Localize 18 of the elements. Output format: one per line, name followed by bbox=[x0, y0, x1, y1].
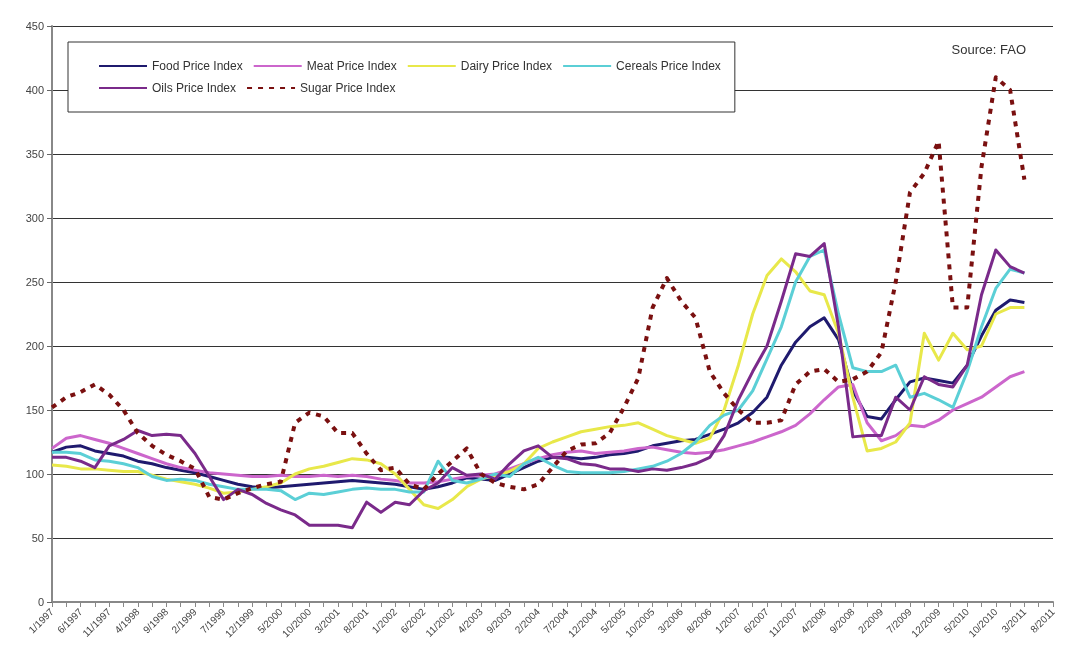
legend-label: Cereals Price Index bbox=[616, 59, 721, 73]
legend-label: Dairy Price Index bbox=[460, 59, 553, 73]
y-tick-label: 150 bbox=[25, 404, 44, 416]
line-series bbox=[50, 75, 1027, 502]
y-tick-label: 300 bbox=[25, 212, 44, 224]
annotation: Source: FAO bbox=[951, 42, 1026, 57]
y-tick-label: 250 bbox=[25, 276, 44, 288]
y-tick-label: 400 bbox=[25, 84, 44, 96]
y-tick-label: 100 bbox=[25, 468, 44, 480]
legend-label: Oils Price Index bbox=[152, 81, 237, 95]
y-tick-label: 0 bbox=[37, 596, 44, 608]
y-tick-label: 450 bbox=[25, 20, 44, 32]
y-tick-label: 350 bbox=[25, 148, 44, 160]
y-tick-label: 50 bbox=[31, 532, 44, 544]
y-tick-label: 200 bbox=[25, 340, 44, 352]
legend-label: Food Price Index bbox=[152, 59, 243, 73]
legend-label: Sugar Price Index bbox=[300, 81, 396, 95]
legend-label: Meat Price Index bbox=[306, 59, 397, 73]
